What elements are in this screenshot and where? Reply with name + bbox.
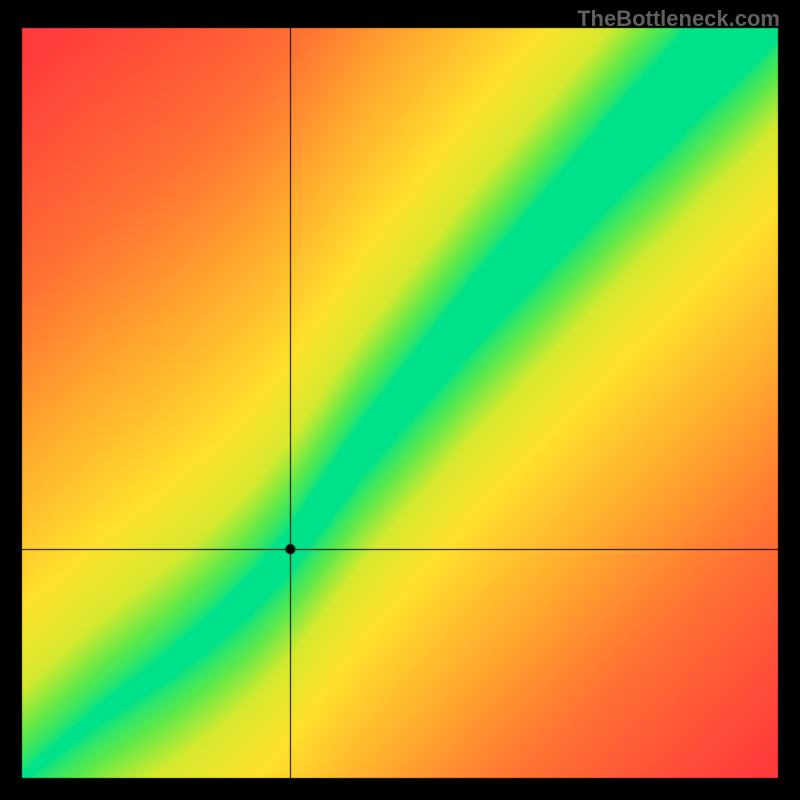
- heatmap-canvas: [0, 0, 800, 800]
- chart-container: TheBottleneck.com: [0, 0, 800, 800]
- watermark-label: TheBottleneck.com: [577, 6, 780, 32]
